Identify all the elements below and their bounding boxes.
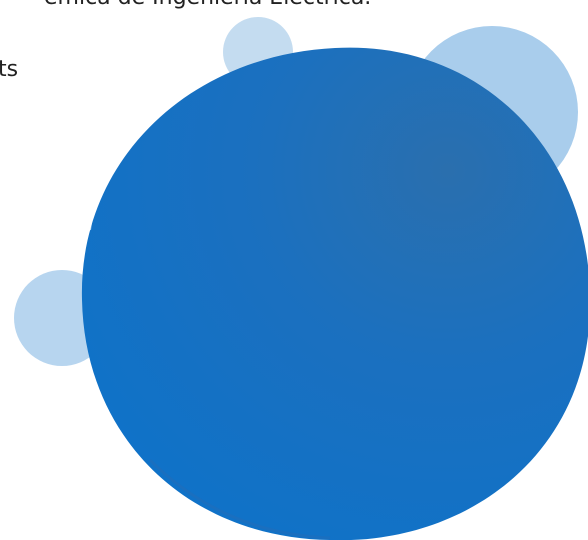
brush-edge xyxy=(148,458,331,540)
header-title: émica de Ingeniería Eléctrica. xyxy=(44,0,371,10)
brush-edge xyxy=(89,79,201,231)
side-label: ts xyxy=(0,57,18,82)
main-blob xyxy=(81,47,588,540)
